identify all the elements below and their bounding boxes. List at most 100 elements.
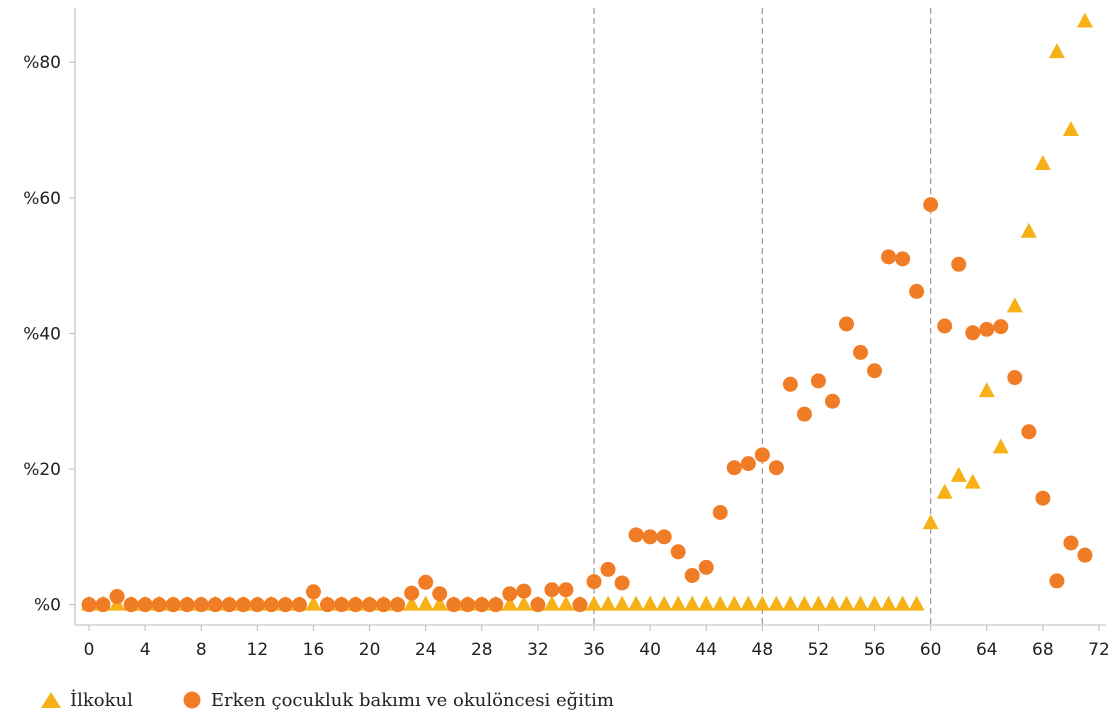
triangle-point <box>796 595 813 611</box>
circle-point <box>768 460 784 476</box>
x-tick-label: 24 <box>415 640 437 660</box>
circle-point <box>348 597 364 613</box>
circle-point <box>1035 490 1051 506</box>
triangle-point <box>782 595 799 611</box>
triangle-point <box>740 595 757 611</box>
circle-point <box>109 589 125 605</box>
triangle-point <box>936 483 953 499</box>
circle-point <box>404 585 420 601</box>
circle-point <box>418 574 434 590</box>
circle-point <box>81 597 97 613</box>
x-tick-label: 8 <box>196 640 207 660</box>
x-tick-label: 52 <box>808 640 830 660</box>
triangle-point <box>431 595 448 611</box>
legend: İlkokul Erken çocukluk bakımı ve okulönc… <box>40 688 662 712</box>
circle-point <box>263 597 279 613</box>
triangle-point <box>586 595 603 611</box>
x-tick-label: 72 <box>1088 640 1108 660</box>
triangle-point <box>824 595 841 611</box>
y-tick-label: %60 <box>23 189 61 209</box>
circle-point <box>530 597 546 613</box>
legend-item-erken: Erken çocukluk bakımı ve okulöncesi eğit… <box>181 690 614 711</box>
circle-point <box>488 597 504 613</box>
legend-triangle <box>41 692 61 708</box>
circle-point <box>1063 535 1079 551</box>
circle-point <box>291 597 307 613</box>
x-tick-label: 36 <box>583 640 605 660</box>
circle-point <box>867 363 883 379</box>
circle-point <box>726 460 742 476</box>
legend-circle <box>183 691 201 709</box>
circle-point <box>628 527 644 543</box>
triangle-point <box>894 595 911 611</box>
circle-point <box>642 529 658 545</box>
circle-point <box>305 584 321 600</box>
scatter-chart: %0%20%40%60%800 4 8 12 16 20 24 28 32 36 40 44 48 52 5… <box>23 8 1108 660</box>
circle-point <box>432 586 448 602</box>
x-tick-label: 4 <box>140 640 151 660</box>
triangle-point <box>557 595 574 611</box>
legend-label-ilkokul: İlkokul <box>70 689 133 711</box>
triangle-point <box>754 595 771 611</box>
triangle-point <box>1048 43 1065 59</box>
circle-point <box>937 318 953 334</box>
triangle-point <box>852 595 869 611</box>
x-tick-label: 32 <box>527 640 549 660</box>
circle-point <box>95 597 111 613</box>
circle-point <box>838 316 854 332</box>
circle-point <box>656 529 672 545</box>
x-tick-label: 44 <box>695 640 717 660</box>
circle-point <box>965 325 981 341</box>
circle-point <box>923 197 939 213</box>
circle-point <box>390 597 406 613</box>
circle-point <box>334 597 350 613</box>
x-tick-label: 12 <box>247 640 269 660</box>
circle-point <box>179 597 195 613</box>
series-erken-cocukluk <box>81 197 1093 613</box>
triangle-point <box>1076 12 1093 28</box>
triangle-point <box>403 595 420 611</box>
circle-point <box>895 251 911 267</box>
triangle-point <box>515 595 532 611</box>
circle-point <box>446 597 462 613</box>
circle-point <box>249 597 265 613</box>
circle-point <box>544 582 560 598</box>
circle-point <box>235 597 251 613</box>
x-tick-label: 0 <box>84 640 95 660</box>
circle-point <box>572 597 588 613</box>
triangle-point <box>1034 154 1051 170</box>
triangle-point <box>656 595 673 611</box>
triangle-point <box>712 595 729 611</box>
triangle-point <box>1020 222 1037 238</box>
circle-point <box>1049 573 1065 589</box>
triangle-point <box>908 595 925 611</box>
circle-point <box>586 574 602 590</box>
x-tick-label: 20 <box>359 640 381 660</box>
triangle-point <box>726 595 743 611</box>
circle-point <box>502 586 518 602</box>
circle-point <box>810 373 826 389</box>
axes: %0%20%40%60%800 4 8 12 16 20 24 28 32 36 40 44 48 52 5… <box>23 8 1108 660</box>
circle-point <box>698 559 714 575</box>
circle-point <box>151 597 167 613</box>
circle-point <box>853 344 869 360</box>
triangle-point <box>866 595 883 611</box>
circle-point <box>881 249 897 265</box>
triangle-point <box>698 595 715 611</box>
triangle-point <box>1062 121 1079 137</box>
circle-point <box>516 583 532 599</box>
series-ilkokul <box>81 12 1093 611</box>
triangle-point <box>684 595 701 611</box>
circle-point <box>670 544 686 560</box>
circle-point <box>909 283 925 299</box>
triangle-point <box>417 595 434 611</box>
x-tick-label: 68 <box>1032 640 1054 660</box>
x-tick-label: 40 <box>639 640 661 660</box>
circle-point <box>221 597 237 613</box>
circle-point <box>712 504 728 520</box>
circle-point <box>558 582 574 598</box>
triangle-point <box>992 438 1009 454</box>
triangle-point <box>628 595 645 611</box>
circle-point <box>376 597 392 613</box>
legend-label-erken: Erken çocukluk bakımı ve okulöncesi eğit… <box>210 689 614 711</box>
